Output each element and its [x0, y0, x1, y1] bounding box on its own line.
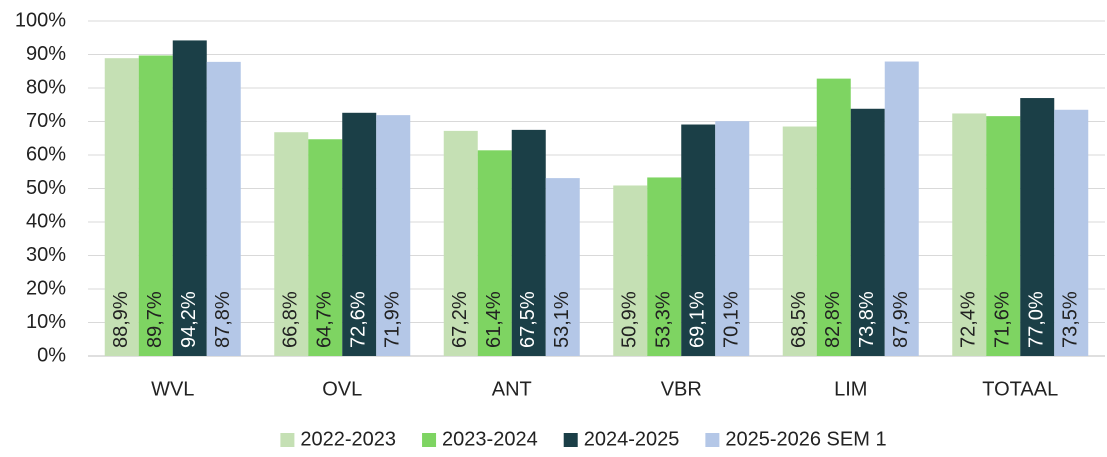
- legend-swatch: [422, 433, 437, 447]
- data-label: 70,1%: [721, 291, 743, 348]
- bar: [511, 129, 546, 356]
- x-tick-label: LIM: [834, 378, 867, 400]
- bar: [443, 130, 478, 356]
- bar: [104, 58, 139, 357]
- bar: [850, 108, 885, 357]
- y-tick-label: 40%: [26, 210, 66, 232]
- legend-label: 2025-2026 SEM 1: [725, 428, 886, 450]
- bar: [206, 61, 241, 357]
- data-label: 72,6%: [348, 291, 370, 348]
- y-tick-label: 50%: [26, 177, 66, 199]
- x-tick-label: VBR: [661, 378, 702, 400]
- y-tick-label: 60%: [26, 143, 66, 165]
- bar: [816, 78, 851, 357]
- y-tick-label: 20%: [26, 277, 66, 299]
- bar: [138, 55, 173, 356]
- bar: [1020, 98, 1055, 357]
- x-tick-label: OVL: [322, 378, 362, 400]
- bar: [681, 124, 716, 356]
- bar: [308, 139, 343, 356]
- data-label: 72,4%: [958, 291, 980, 348]
- y-tick-label: 70%: [26, 110, 66, 132]
- data-label: 87,9%: [890, 291, 912, 348]
- data-label: 50,9%: [619, 291, 641, 348]
- bar: [1054, 109, 1089, 357]
- legend-swatch: [280, 433, 295, 447]
- data-label: 64,7%: [314, 291, 336, 348]
- data-label: 69,1%: [687, 291, 709, 348]
- data-label: 61,4%: [483, 291, 505, 348]
- y-tick-label: 10%: [26, 311, 66, 333]
- data-label: 94,2%: [178, 291, 200, 348]
- data-label: 68,5%: [788, 291, 810, 348]
- data-label: 67,2%: [449, 291, 471, 348]
- bar: [647, 177, 682, 356]
- legend-label: 2023-2024: [442, 428, 538, 450]
- bar: [274, 132, 309, 356]
- bar: [376, 115, 411, 356]
- bar: [477, 150, 512, 356]
- bar: [952, 113, 987, 357]
- data-label: 88,9%: [110, 291, 132, 348]
- data-label: 73,8%: [856, 291, 878, 348]
- bar: [715, 121, 750, 356]
- data-label: 67,5%: [517, 291, 539, 348]
- bar: [884, 61, 919, 356]
- legend-label: 2024-2025: [584, 428, 680, 450]
- legend-swatch: [563, 433, 578, 447]
- data-label: 66,8%: [280, 291, 302, 348]
- bar: [342, 112, 377, 356]
- bar: [782, 126, 817, 357]
- data-label: 71,6%: [992, 291, 1014, 348]
- x-tick-label: TOTAAL: [982, 378, 1058, 400]
- y-tick-label: 80%: [26, 76, 66, 98]
- data-label: 87,8%: [212, 291, 234, 348]
- data-label: 77,0%: [1026, 291, 1048, 348]
- y-tick-label: 100%: [15, 9, 66, 31]
- y-tick-label: 0%: [37, 344, 66, 366]
- x-tick-label: ANT: [492, 378, 532, 400]
- bar: [613, 185, 648, 356]
- data-label: 71,9%: [382, 291, 404, 348]
- data-label: 53,3%: [653, 291, 675, 348]
- x-tick-label: WVL: [151, 378, 194, 400]
- bar: [986, 116, 1021, 356]
- y-tick-label: 30%: [26, 244, 66, 266]
- y-tick-label: 90%: [26, 43, 66, 65]
- data-label: 73,5%: [1060, 291, 1082, 348]
- bar: [172, 40, 207, 357]
- data-label: 82,8%: [822, 291, 844, 348]
- bar: [545, 178, 580, 356]
- legend-label: 2022-2023: [300, 428, 396, 450]
- data-label: 89,7%: [144, 291, 166, 348]
- legend-swatch: [705, 433, 720, 447]
- data-label: 53,1%: [551, 291, 573, 348]
